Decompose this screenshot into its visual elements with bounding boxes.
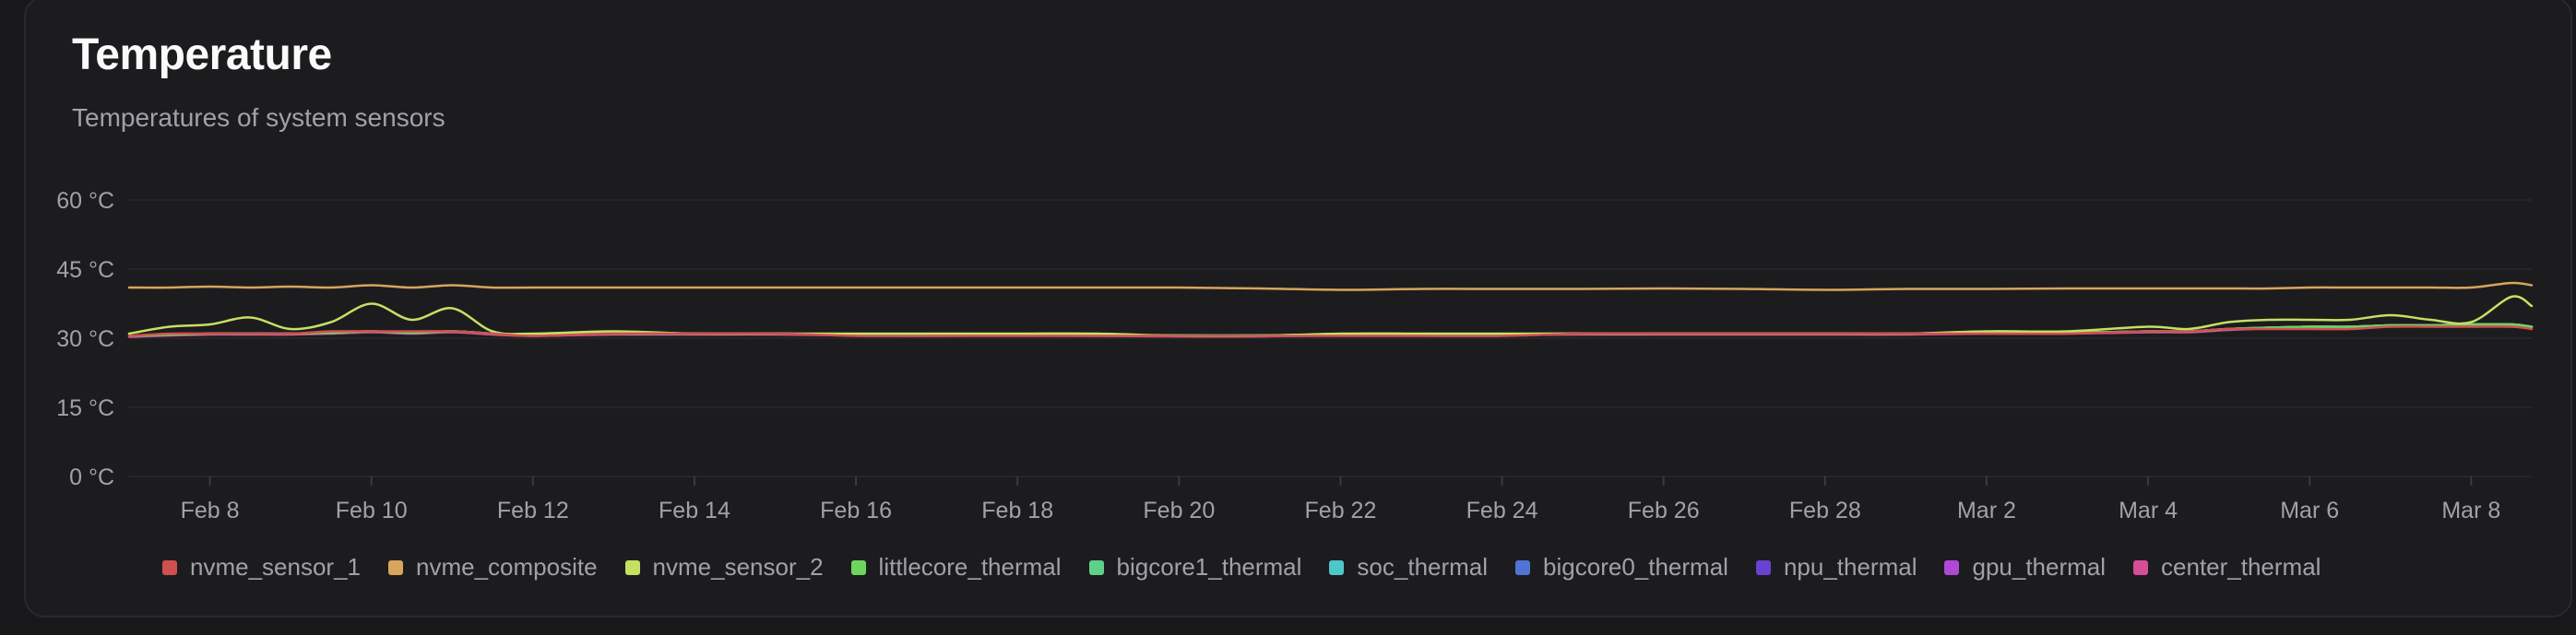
legend-label: gpu_thermal [1972, 553, 2107, 581]
x-tick-label: Feb 8 [181, 498, 240, 523]
legend-label: nvme_sensor_1 [190, 553, 361, 581]
x-tick-label: Feb 24 [1466, 498, 1538, 523]
series-line-nvme-sensor-1[interactable] [127, 325, 2534, 337]
legend-swatch [388, 559, 403, 575]
legend-swatch [1515, 559, 1531, 575]
x-tick-label: Feb 28 [1789, 498, 1861, 523]
legend-item-nvme-sensor-2[interactable]: nvme_sensor_2 [624, 553, 824, 582]
grid-lines [129, 199, 2532, 477]
legend-item-gpu-thermal[interactable]: gpu_thermal [1944, 553, 2106, 582]
legend-label: bigcore1_thermal [1116, 553, 1302, 581]
y-tick-label: 30 °C [56, 326, 114, 352]
y-tick-label: 45 °C [56, 257, 114, 283]
x-axis-ticks: Feb 8 Feb 10 Feb 12 Feb 14 Feb 16 Feb 18 Feb 2… [181, 476, 2500, 523]
x-tick-label: Mar 6 [2280, 498, 2339, 523]
legend-label: littlecore_thermal [878, 553, 1062, 581]
x-tick-label: Mar 2 [1957, 498, 2016, 523]
legend-label: nvme_sensor_2 [652, 553, 824, 581]
legend-swatch [1755, 559, 1771, 575]
x-tick-label: Feb 16 [820, 498, 892, 523]
legend-label: npu_thermal [1783, 553, 1917, 581]
x-tick-label: Feb 12 [497, 498, 569, 523]
legend-item-soc-thermal[interactable]: soc_thermal [1329, 553, 1488, 582]
legend-item-bigcore0-thermal[interactable]: bigcore0_thermal [1515, 553, 1728, 582]
y-tick-label: 15 °C [56, 395, 114, 421]
legend-item-littlecore-thermal[interactable]: littlecore_thermal [850, 553, 1062, 582]
y-tick-label: 0 °C [69, 464, 114, 490]
legend-label: soc_thermal [1357, 553, 1489, 581]
legend-swatch [1329, 559, 1345, 575]
y-tick-label: 60 °C [56, 188, 114, 214]
x-tick-label: Mar 8 [2441, 498, 2500, 523]
legend-item-npu-thermal[interactable]: npu_thermal [1755, 553, 1917, 582]
x-tick-label: Feb 14 [659, 498, 730, 523]
chart-legend[interactable]: nvme_sensor_1 nvme_composite nvme_sensor_2… [162, 553, 2348, 582]
legend-item-center-thermal[interactable]: center_thermal [2133, 553, 2321, 582]
legend-label: center_thermal [2161, 553, 2321, 581]
series-line-nvme-sensor-2[interactable] [127, 295, 2534, 338]
series-lines[interactable] [127, 281, 2534, 338]
legend-swatch [1088, 559, 1104, 575]
legend-item-nvme-sensor-1[interactable]: nvme_sensor_1 [162, 553, 361, 582]
x-tick-label: Feb 22 [1305, 498, 1377, 523]
legend-swatch [1944, 559, 1960, 575]
series-line-nvme-composite[interactable] [127, 281, 2534, 291]
x-tick-label: Feb 26 [1628, 498, 1700, 523]
legend-label: bigcore0_thermal [1543, 553, 1728, 581]
legend-swatch [624, 559, 640, 575]
x-tick-label: Feb 10 [336, 498, 408, 523]
legend-label: nvme_composite [416, 553, 598, 581]
card-title: Temperature [72, 30, 332, 79]
x-tick-label: Mar 4 [2119, 498, 2178, 523]
legend-swatch [162, 559, 177, 575]
x-tick-label: Feb 20 [1143, 498, 1215, 523]
legend-swatch [850, 559, 866, 575]
card-subtitle: Temperatures of system sensors [72, 103, 445, 132]
x-tick-label: Feb 18 [981, 498, 1053, 523]
legend-item-nvme-composite[interactable]: nvme_composite [388, 553, 598, 582]
legend-swatch [2133, 559, 2149, 575]
y-axis-ticks: 0 °C 15 °C 30 °C 45 °C 60 °C [56, 188, 114, 490]
legend-item-bigcore1-thermal[interactable]: bigcore1_thermal [1088, 553, 1302, 582]
